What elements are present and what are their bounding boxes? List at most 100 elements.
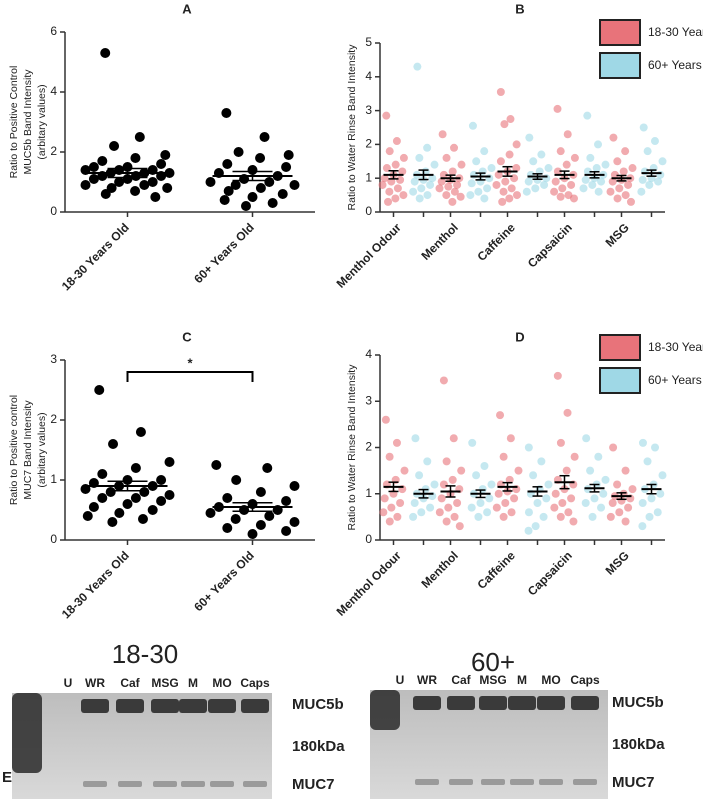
data-point bbox=[466, 191, 475, 200]
y-tick-label: 1 bbox=[365, 486, 372, 500]
band-muc5b bbox=[413, 696, 441, 710]
data-point bbox=[567, 180, 576, 189]
x-tick-label: Caffeine bbox=[474, 220, 518, 264]
data-point bbox=[230, 514, 241, 524]
data-point bbox=[512, 164, 521, 173]
data-point bbox=[588, 512, 597, 521]
data-point bbox=[492, 180, 501, 189]
band-muc5b bbox=[208, 699, 236, 713]
data-point bbox=[563, 130, 572, 139]
y-axis-label: Ratio to Water Rinse Band Intensity bbox=[346, 364, 358, 531]
data-point bbox=[510, 174, 519, 183]
data-point bbox=[100, 189, 111, 199]
data-point bbox=[597, 503, 606, 512]
y-tick-label: 2 bbox=[50, 144, 57, 158]
data-point bbox=[474, 187, 483, 196]
data-point bbox=[506, 434, 515, 443]
significance-label: * bbox=[187, 355, 193, 370]
data-point bbox=[448, 475, 457, 484]
data-point bbox=[610, 170, 619, 179]
data-point bbox=[456, 192, 465, 201]
data-point bbox=[240, 201, 251, 211]
data-point bbox=[450, 143, 459, 152]
data-point bbox=[88, 502, 99, 512]
lane-label: Caf bbox=[451, 673, 471, 687]
data-point bbox=[567, 494, 576, 503]
data-point bbox=[219, 195, 230, 205]
data-point bbox=[211, 460, 222, 470]
data-point bbox=[606, 512, 615, 521]
data-point bbox=[480, 194, 489, 203]
data-point bbox=[619, 167, 628, 176]
data-point bbox=[553, 167, 562, 176]
data-point bbox=[640, 167, 649, 176]
data-point bbox=[289, 517, 300, 527]
data-point bbox=[594, 187, 603, 196]
data-point bbox=[387, 503, 396, 512]
data-point bbox=[439, 480, 448, 489]
data-point bbox=[385, 187, 394, 196]
data-point bbox=[613, 194, 622, 203]
data-point bbox=[223, 186, 234, 196]
data-point bbox=[609, 443, 618, 452]
data-point bbox=[483, 508, 492, 517]
data-point bbox=[650, 137, 659, 146]
y-tick-label: 3 bbox=[365, 393, 372, 407]
data-point bbox=[409, 187, 418, 196]
data-point bbox=[444, 503, 453, 512]
legend-label: 60+ Years bbox=[648, 373, 702, 387]
data-point bbox=[638, 438, 647, 447]
data-point bbox=[505, 194, 514, 203]
band-muc5b bbox=[537, 696, 565, 710]
data-point bbox=[628, 485, 637, 494]
data-point bbox=[512, 140, 521, 149]
data-point bbox=[468, 121, 477, 130]
data-point bbox=[233, 147, 244, 157]
data-point bbox=[107, 517, 118, 527]
data-point bbox=[601, 160, 610, 169]
data-point bbox=[562, 466, 571, 475]
band-muc5b bbox=[479, 696, 507, 710]
data-point bbox=[435, 508, 444, 517]
legend-swatch bbox=[599, 19, 641, 46]
data-point bbox=[277, 189, 288, 199]
data-point bbox=[391, 160, 400, 169]
data-point bbox=[255, 487, 266, 497]
data-point bbox=[542, 174, 551, 183]
data-point bbox=[485, 494, 494, 503]
band-muc5b bbox=[447, 696, 475, 710]
data-point bbox=[88, 162, 99, 172]
data-point bbox=[550, 503, 559, 512]
y-axis-label: MUC7 Band Intensity bbox=[22, 400, 34, 500]
data-point bbox=[382, 111, 391, 120]
y-axis-label: (arbitary values) bbox=[36, 84, 48, 159]
y-tick-label: 0 bbox=[50, 532, 57, 546]
data-point bbox=[439, 170, 448, 179]
data-point bbox=[615, 184, 624, 193]
data-point bbox=[130, 463, 141, 473]
data-point bbox=[531, 184, 540, 193]
data-point bbox=[399, 153, 408, 162]
data-point bbox=[88, 174, 99, 184]
data-point bbox=[505, 475, 514, 484]
data-point bbox=[592, 164, 601, 173]
data-point bbox=[579, 184, 588, 193]
y-tick-label: 5 bbox=[365, 35, 372, 49]
data-point bbox=[410, 177, 419, 186]
data-point bbox=[628, 164, 637, 173]
data-point bbox=[453, 499, 462, 507]
data-point bbox=[205, 508, 216, 518]
marker-label: MUC5b bbox=[612, 694, 664, 711]
data-point bbox=[512, 191, 521, 200]
lane-label: M bbox=[188, 676, 198, 690]
data-point bbox=[539, 512, 548, 521]
y-tick-label: 1 bbox=[365, 170, 372, 184]
data-point bbox=[411, 434, 420, 443]
x-tick-label: MSG bbox=[603, 220, 632, 249]
data-point bbox=[134, 132, 145, 142]
data-point bbox=[438, 130, 447, 139]
data-point bbox=[468, 438, 477, 447]
y-axis-label: Ratio to Water Rinse Band Intensity bbox=[346, 44, 358, 211]
data-point bbox=[135, 427, 146, 437]
panel-title: C bbox=[182, 329, 192, 344]
